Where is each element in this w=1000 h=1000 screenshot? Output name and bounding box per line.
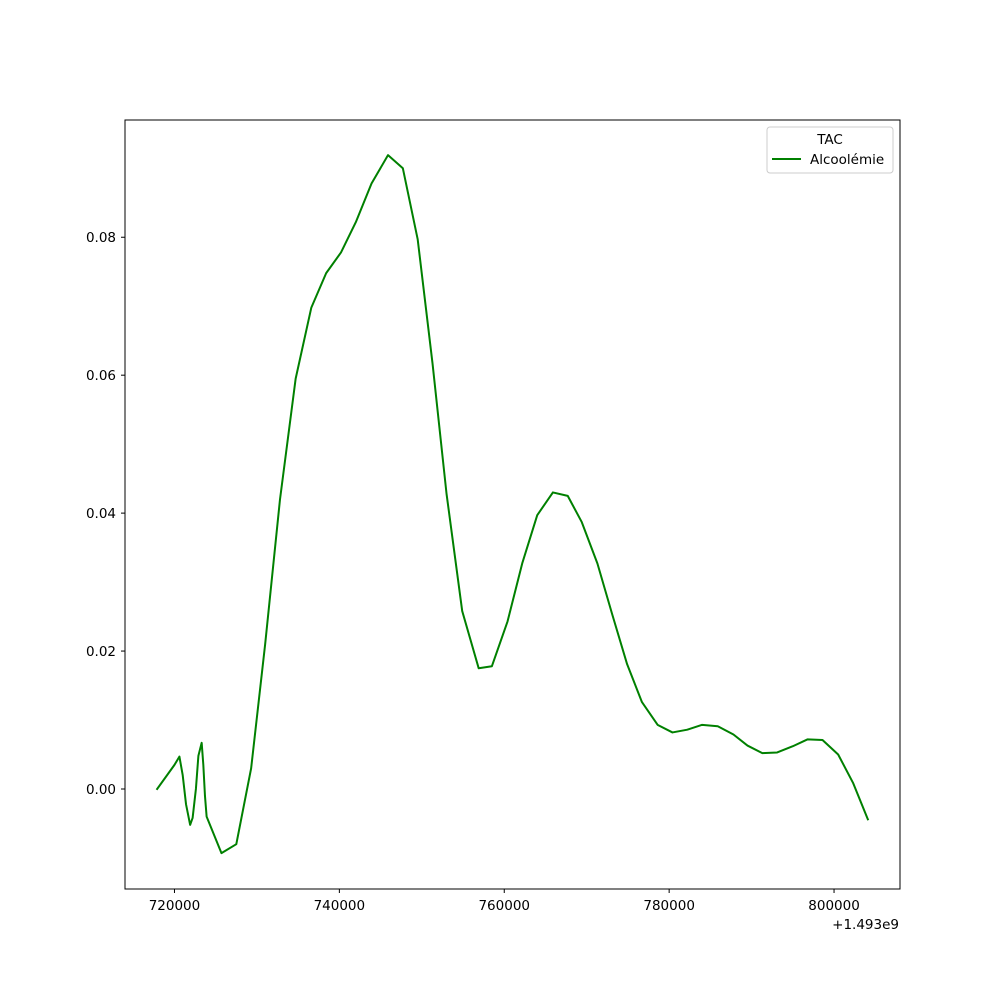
y-tick-label: 0.00 (86, 782, 116, 798)
x-tick-label: 780000 (643, 898, 695, 914)
y-tick-label: 0.08 (86, 230, 116, 246)
axes-frame (124, 119, 901, 890)
y-tick-label: 0.06 (86, 368, 116, 384)
legend: TAC Alcoolémie (766, 126, 894, 174)
x-tick-label: 760000 (478, 898, 530, 914)
x-tick-label: 800000 (808, 898, 860, 914)
series-line-alcoolemie (155, 154, 870, 855)
plot-content (155, 154, 870, 855)
x-axis-offset-label: +1.493e9 (832, 917, 899, 933)
legend-title: TAC (816, 132, 843, 148)
x-axis: 720000 740000 760000 780000 800000 (149, 889, 860, 914)
x-tick-label: 720000 (149, 898, 201, 914)
y-axis: 0.00 0.02 0.04 0.06 0.08 (86, 230, 125, 798)
y-tick-label: 0.02 (86, 644, 116, 660)
x-tick-label: 740000 (314, 898, 366, 914)
legend-label: Alcoolémie (810, 152, 884, 168)
legend-box (766, 126, 894, 174)
y-tick-label: 0.04 (86, 506, 116, 522)
